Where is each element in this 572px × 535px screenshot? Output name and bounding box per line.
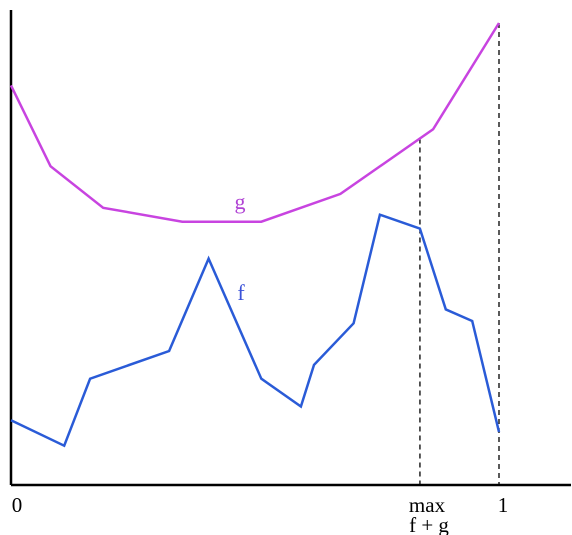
guide-lines [419, 23, 500, 485]
x-tick-label-one: 1 [498, 493, 509, 517]
curve-f-label: f [237, 280, 245, 305]
x-tick-label-max: max [409, 493, 446, 517]
curve-g-label: g [235, 189, 246, 214]
x-tick-label-zero: 0 [12, 493, 23, 517]
curves [9, 22, 501, 448]
curve-g [9, 22, 501, 223]
x-tick-label-f-plus-g: f + g [409, 513, 449, 535]
curve-f [10, 213, 501, 448]
axes [9, 10, 571, 487]
labels: g f 0 max f + g 1 [12, 189, 509, 535]
